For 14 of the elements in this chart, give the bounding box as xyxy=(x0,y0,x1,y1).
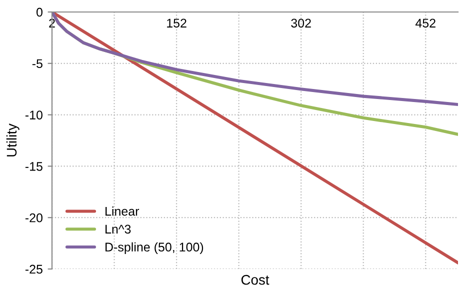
x-tick-label: 302 xyxy=(291,18,311,28)
legend-label: Linear xyxy=(106,206,140,216)
y-tick-label: -20 xyxy=(25,213,42,222)
x-tick-label: 152 xyxy=(167,18,186,28)
y-tick-label: -5 xyxy=(32,59,42,68)
x-tick-label: 452 xyxy=(415,18,436,28)
legend-label: D-spline (50, 100) xyxy=(106,242,204,254)
y-tick-label: 0 xyxy=(36,8,42,17)
x-axis-title: Cost xyxy=(241,274,270,285)
y-tick-label: -25 xyxy=(25,264,42,274)
legend-label: Ln^3 xyxy=(106,224,131,234)
y-tick-label: -10 xyxy=(25,110,42,120)
y-axis-title: Utility xyxy=(6,124,20,156)
y-tick-label: -15 xyxy=(25,162,42,171)
